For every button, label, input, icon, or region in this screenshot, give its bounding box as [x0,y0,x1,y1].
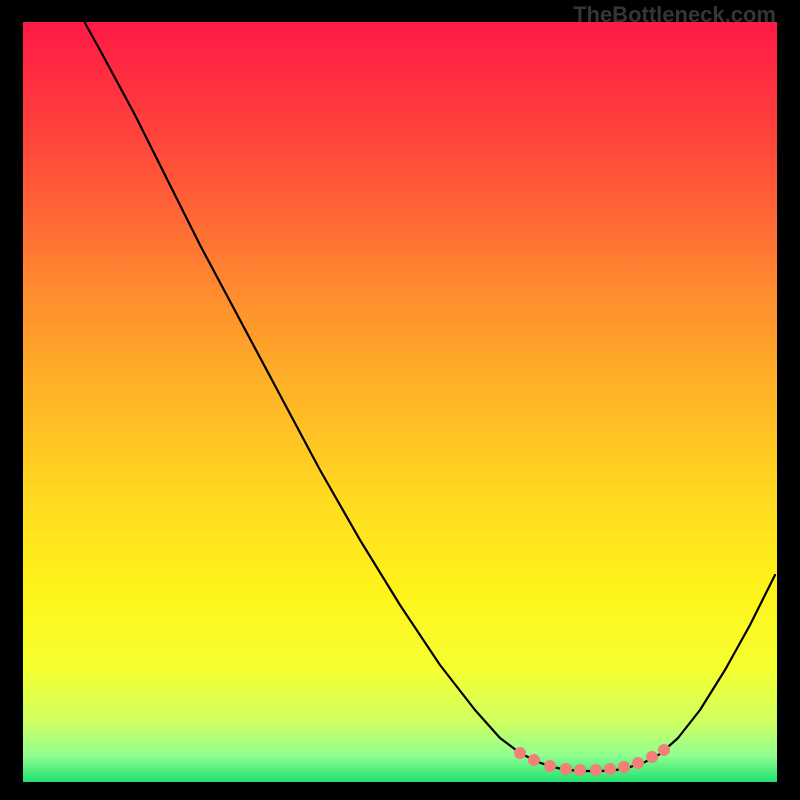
watermark-text: TheBottleneck.com [573,2,776,28]
optimal-marker [633,758,644,769]
optimal-marker [529,755,540,766]
optimal-marker [545,761,556,772]
optimal-marker [619,762,630,773]
optimal-marker [575,765,586,776]
optimal-marker [515,748,526,759]
optimal-marker [561,764,572,775]
optimal-marker [591,765,602,776]
optimal-marker [659,745,670,756]
optimal-marker [605,764,616,775]
curve-layer [0,0,800,800]
optimal-marker [647,752,658,763]
bottleneck-curve [85,23,775,771]
chart-container: TheBottleneck.com [0,0,800,800]
